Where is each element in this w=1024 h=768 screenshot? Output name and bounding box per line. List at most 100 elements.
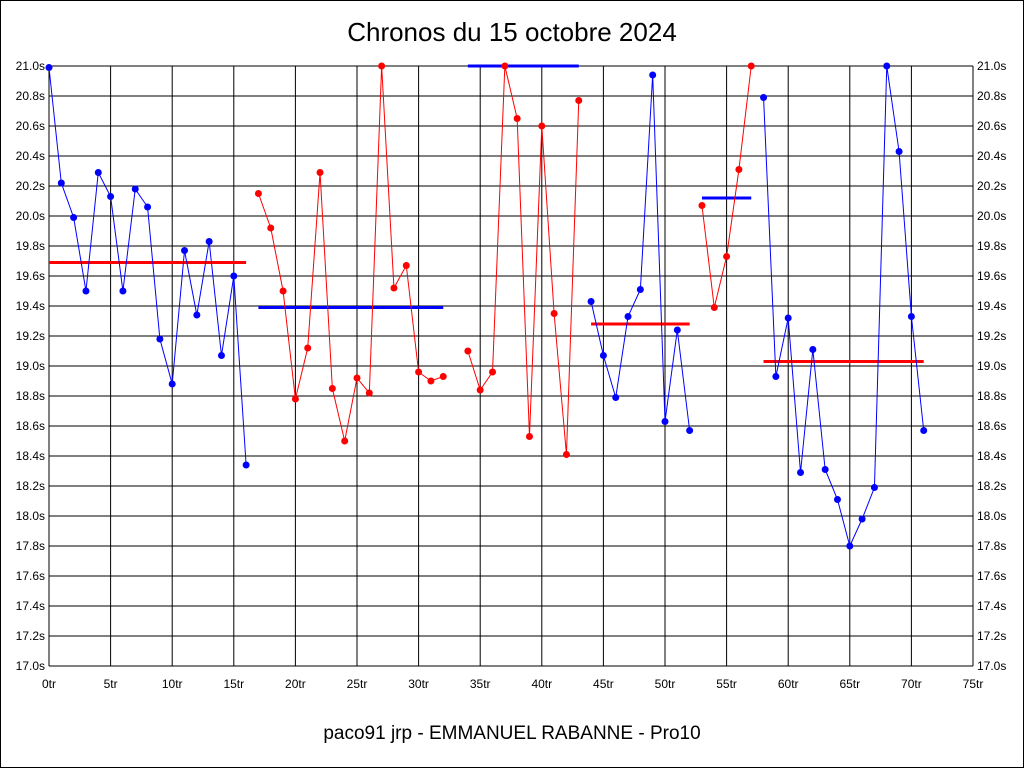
data-point [291,395,299,403]
y-tick-label-right: 19.6s [977,269,1006,283]
data-point [156,335,164,343]
y-tick-label-right: 20.6s [977,119,1006,133]
data-point [119,287,127,295]
series-line [467,65,580,455]
data-point [316,169,324,176]
data-point [833,496,841,503]
data-point [760,94,768,101]
y-tick-label-right: 20.0s [977,209,1006,223]
y-tick-label-left: 17.0s [16,659,45,673]
data-point [230,272,238,280]
data-point [636,286,644,293]
y-tick-label-left: 17.2s [16,629,45,643]
y-tick-label-left: 19.4s [16,299,45,313]
chart-footer: paco91 jrp - EMMANUEL RABANNE - Pro10 [323,723,701,744]
data-point [612,394,620,401]
data-point [846,542,854,550]
y-tick-label-left: 21.0s [16,59,45,73]
data-point [575,97,583,104]
data-point [501,62,509,70]
data-point [895,148,903,155]
y-tick-label-left: 17.6s [16,569,45,583]
y-tick-label-left: 20.0s [16,209,45,223]
data-point [710,304,718,311]
data-point [920,427,928,434]
y-tick-label-right: 19.2s [977,329,1006,343]
data-point [883,62,891,70]
data-point [476,386,484,394]
x-tick-label: 35tr [470,677,491,691]
y-tick-label-right: 17.2s [977,629,1006,643]
data-point [747,62,755,70]
y-tick-label-right: 17.8s [977,539,1006,553]
data-point [353,374,361,382]
x-tick-label: 5tr [104,677,118,691]
y-tick-label-left: 19.0s [16,359,45,373]
data-point [550,310,558,317]
x-tick-label: 0tr [42,677,56,691]
data-point [131,185,139,193]
data-point [464,347,472,355]
data-point [365,389,373,397]
y-tick-label-right: 18.2s [977,479,1006,493]
data-point [402,262,410,269]
data-point [57,179,65,187]
data-point [70,214,78,221]
y-tick-label-left: 17.4s [16,599,45,613]
data-point [217,352,225,359]
x-tick-label: 60tr [778,677,799,691]
x-tick-label: 20tr [285,677,306,691]
y-tick-label-right: 17.0s [977,659,1006,673]
data-point [45,64,53,71]
y-tick-label-left: 18.6s [16,419,45,433]
data-point [907,313,915,320]
data-point [513,115,521,122]
x-tick-label: 10tr [162,677,183,691]
data-point [797,469,805,476]
x-tick-label: 30tr [408,677,429,691]
data-point [304,344,312,352]
y-tick-label-right: 20.8s [977,89,1006,103]
data-point [181,247,189,254]
y-tick-label-left: 17.8s [16,539,45,553]
data-point [809,346,817,353]
data-point [378,62,386,70]
data-point [94,169,102,176]
data-point [858,515,866,523]
y-tick-label-right: 18.6s [977,419,1006,433]
x-tick-label: 25tr [347,677,368,691]
y-tick-label-right: 19.4s [977,299,1006,313]
data-point [267,224,275,232]
data-point [784,314,792,322]
data-point [415,368,423,376]
data-point [205,238,213,245]
y-tick-label-right: 17.6s [977,569,1006,583]
data-point [698,202,706,209]
y-tick-label-right: 21.0s [977,59,1006,73]
data-point [649,71,657,79]
y-tick-label-right: 20.2s [977,179,1006,193]
y-tick-label-left: 20.8s [16,89,45,103]
series-line [257,65,444,442]
data-point [427,377,435,385]
y-tick-label-left: 20.4s [16,149,45,163]
y-tick-label-right: 17.4s [977,599,1006,613]
data-point [538,122,546,130]
data-point [661,418,669,425]
y-tick-label-left: 19.2s [16,329,45,343]
data-point [82,287,90,295]
data-point [772,373,780,380]
data-point [525,433,533,440]
data-point [439,373,447,380]
data-point [279,287,287,295]
data-point [723,253,731,260]
x-tick-label: 45tr [593,677,614,691]
data-point [107,193,115,200]
data-point [870,484,878,491]
data-point [193,311,201,319]
x-tick-label: 15tr [223,677,244,691]
series-line [48,67,247,466]
data-point [144,203,152,211]
x-tick-label: 70tr [901,677,922,691]
